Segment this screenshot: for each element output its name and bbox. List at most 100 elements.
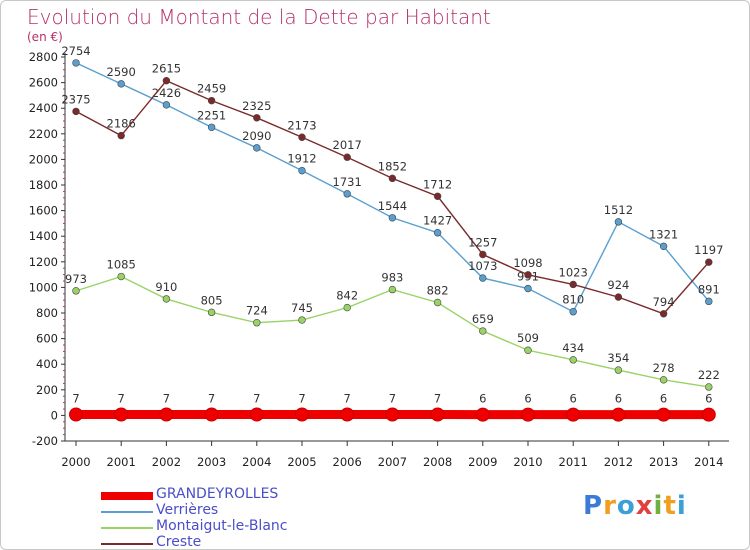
data-point (705, 383, 713, 391)
data-point (343, 303, 351, 312)
data-point (72, 59, 80, 67)
y-tick-label: -200 (32, 434, 58, 448)
x-tick-label: 2012 (604, 455, 633, 469)
data-label: 278 (653, 361, 675, 375)
data-point (475, 407, 490, 422)
unit-label: (en €) (27, 30, 63, 44)
data-label: 7 (163, 392, 170, 406)
x-tick-label: 2006 (333, 455, 362, 469)
data-label: 7 (298, 392, 305, 406)
data-label: 2615 (152, 62, 181, 76)
data-label: 724 (246, 304, 268, 318)
logo-letter: r (603, 491, 617, 521)
data-label: 659 (472, 312, 494, 326)
data-label: 2754 (61, 44, 90, 58)
logo-letter: i (653, 491, 664, 521)
data-point (207, 123, 216, 131)
logo-letter: i (676, 491, 687, 521)
data-point (614, 218, 623, 226)
data-point (479, 274, 487, 282)
y-tick-label: 2400 (29, 101, 58, 115)
data-point (659, 242, 668, 251)
logo-letter: o (616, 491, 636, 521)
data-point (524, 284, 532, 293)
data-label: 2186 (107, 117, 136, 131)
data-point (114, 407, 129, 422)
data-point (298, 316, 306, 324)
data-label: 354 (607, 351, 629, 365)
data-label: 1023 (559, 265, 588, 279)
data-label: 434 (562, 341, 584, 355)
y-tick-label: 2200 (29, 127, 58, 141)
data-label: 2590 (107, 65, 136, 79)
x-tick-label: 2007 (378, 455, 407, 469)
data-label: 1085 (107, 258, 136, 272)
logo-letter: x (635, 491, 654, 521)
data-label: 6 (570, 392, 577, 406)
data-point (433, 229, 442, 237)
data-point (162, 76, 171, 85)
data-label: 6 (660, 392, 667, 406)
y-tick-label: 400 (36, 357, 58, 371)
data-label: 509 (517, 331, 539, 345)
data-point (659, 310, 668, 318)
data-point (249, 407, 264, 422)
data-label: 6 (479, 392, 486, 406)
x-tick-label: 2001 (107, 455, 136, 469)
data-label: 1512 (604, 203, 633, 217)
legend-swatch (101, 543, 153, 545)
data-point (162, 101, 171, 109)
x-tick-label: 2011 (559, 455, 588, 469)
data-point (430, 407, 445, 422)
data-label: 7 (118, 392, 125, 406)
data-point (298, 133, 306, 141)
data-point (72, 287, 80, 295)
data-label: 7 (434, 392, 441, 406)
data-label: 810 (562, 293, 584, 307)
x-tick-label: 2000 (61, 455, 90, 469)
x-tick-label: 2003 (197, 455, 226, 469)
y-tick-label: 1000 (29, 280, 58, 294)
data-point (705, 258, 713, 266)
data-label: 7 (389, 392, 396, 406)
data-point (388, 285, 397, 294)
data-label: 7 (253, 392, 260, 406)
data-label: 2375 (61, 92, 90, 106)
data-label: 910 (155, 280, 177, 294)
data-label: 794 (653, 295, 675, 309)
data-label: 2251 (197, 108, 226, 122)
y-tick-label: 1400 (29, 229, 58, 243)
x-tick-label: 2010 (513, 455, 542, 469)
data-point (659, 376, 668, 384)
data-label: 745 (291, 301, 313, 315)
data-label: 6 (615, 392, 622, 406)
data-label: 1544 (378, 199, 407, 213)
legend-label: Montaigut-le-Blanc (156, 518, 288, 534)
data-point (521, 407, 535, 422)
logo-letter: P (583, 491, 604, 521)
data-label: 1427 (423, 214, 452, 228)
x-tick-label: 2014 (694, 455, 723, 469)
data-label: 1257 (468, 236, 497, 250)
x-tick-label: 2002 (152, 455, 181, 469)
data-label: 983 (381, 271, 403, 285)
data-label: 1073 (468, 259, 497, 273)
data-point (207, 308, 216, 317)
data-label: 2090 (242, 129, 271, 143)
data-point (298, 166, 306, 175)
data-label: 973 (65, 272, 87, 286)
y-tick-label: 800 (36, 306, 58, 320)
y-tick-label: 1600 (29, 204, 58, 218)
data-point (388, 214, 397, 222)
data-point (524, 271, 532, 279)
legend-swatch (101, 492, 153, 500)
chart-title: Evolution du Montant de la Dette par Hab… (27, 5, 491, 29)
data-point (343, 190, 351, 198)
data-label: 882 (427, 284, 449, 298)
data-point (253, 114, 261, 122)
data-label: 2017 (333, 138, 362, 152)
data-label: 6 (524, 392, 531, 406)
data-point (479, 327, 487, 335)
legend-label: Verrières (156, 502, 219, 518)
